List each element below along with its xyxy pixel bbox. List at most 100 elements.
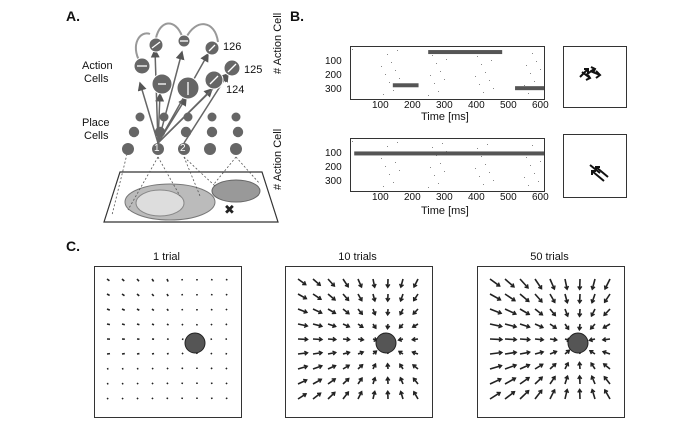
vector-arrow [121,367,124,370]
vector-arrow [357,293,363,302]
vector-arrow [312,278,321,286]
vector-arrow [603,363,611,370]
vector-arrow [121,293,125,297]
raster-top-xtick-500: 500 [500,100,517,111]
vector-arrowhead [512,350,518,356]
raster-top-ytick-100: 100 [325,56,342,67]
vector-arrowhead [511,297,517,302]
raster-bottom-xtick-100: 100 [372,192,389,203]
vector-arrowhead [510,390,516,396]
field-title-1-trial: 1 trial [153,251,180,263]
goal-platform [567,332,589,354]
vector-arrow [312,308,323,314]
vector-arrowhead [359,336,365,342]
vector-arrowhead [498,350,504,356]
goal-marker-icon: ✖ [224,203,235,218]
vector-arrowhead [577,299,583,305]
vector-arrowhead [538,376,544,381]
vector-arrow [342,391,350,400]
vector-arrow [327,278,336,287]
vector-arrow [519,308,530,316]
vector-arrow [549,389,556,400]
vector-arrowhead [302,295,308,300]
vector-arrow [166,382,169,385]
vector-arrow [549,293,556,303]
vector-arrow [591,293,596,303]
vector-arrowhead [589,325,595,330]
vector-arrow [327,323,336,328]
vector-arrow [489,378,502,385]
vector-arrow [121,323,125,326]
vector-arrow [504,323,517,328]
vector-arrowhead [512,336,518,343]
vector-arrow [210,352,213,355]
vector-arrow [225,278,228,281]
vector-arrow [602,323,611,329]
vector-arrowhead [399,310,404,316]
vector-arrowhead [385,325,391,330]
vector-arrow [210,367,213,370]
vector-arrowhead [601,337,607,343]
vector-arrow [210,323,213,326]
vector-arrow [166,323,169,326]
vector-arrow [225,382,228,385]
vector-arrowhead [345,377,350,383]
vector-arrow [399,391,404,400]
vector-arrow [106,308,111,311]
vector-arrow [181,352,184,355]
goal-platform [184,332,206,354]
vector-arrowhead [358,283,363,289]
vector-arrowhead [525,310,531,316]
vector-arrow [136,323,140,326]
vector-arrow [327,308,336,315]
vector-arrow [413,293,419,302]
vector-arrowhead [564,325,570,331]
place-cells-label-line2: Cells [84,130,109,142]
vector-arrow [603,376,611,385]
raster-noise-spike [430,167,431,168]
raster-noise-spike [485,164,486,165]
place-cells-label-line1: Place [82,117,110,129]
vector-arrowhead [602,363,608,368]
direction-inset-bottom [563,134,627,198]
place-field-right [211,179,261,203]
raster-top-xlabel: Time [ms] [421,111,469,123]
vector-arrowhead [399,376,404,382]
vector-arrowhead [318,336,324,342]
vector-arrow [549,278,556,290]
panel-label-a: A. [66,8,80,24]
vector-arrow [136,397,139,400]
vector-arrow [504,293,516,302]
raster-noise-spike [393,90,394,91]
vector-arrowhead [318,364,324,370]
vector-arrowhead [588,349,594,355]
vector-arrowhead [411,336,416,342]
raster-noise-spike [479,176,480,177]
vector-arrowhead [399,297,404,303]
vector-arrowhead [302,281,307,286]
vector-arrowhead [539,350,545,356]
action-cells-label-line2: Cells [84,73,109,85]
vector-arrowhead [577,374,583,380]
vector-arrow [534,308,543,316]
raster-top-xtick-200: 200 [404,100,421,111]
vector-arrow [504,278,515,288]
vector-arrowhead [552,349,558,355]
vector-arrow [312,392,322,400]
vector-arrow [604,278,611,290]
raster-noise-spike [483,184,484,185]
direction-inset-top-arrows [579,66,602,81]
vector-arrow [297,293,307,300]
vector-arrow [166,397,169,400]
vector-arrow [327,391,336,400]
raster-bottom-ytick-200: 200 [325,162,342,173]
vector-arrowhead [358,297,363,302]
vector-arrowhead [398,324,404,329]
vector-arrowhead [358,363,364,369]
vector-arrow [210,382,213,385]
vector-arrowhead [331,296,337,301]
vector-arrowhead [397,336,403,342]
vector-arrowhead [371,311,377,316]
vector-arrow [591,389,596,400]
raster-noise-spike [530,165,531,166]
